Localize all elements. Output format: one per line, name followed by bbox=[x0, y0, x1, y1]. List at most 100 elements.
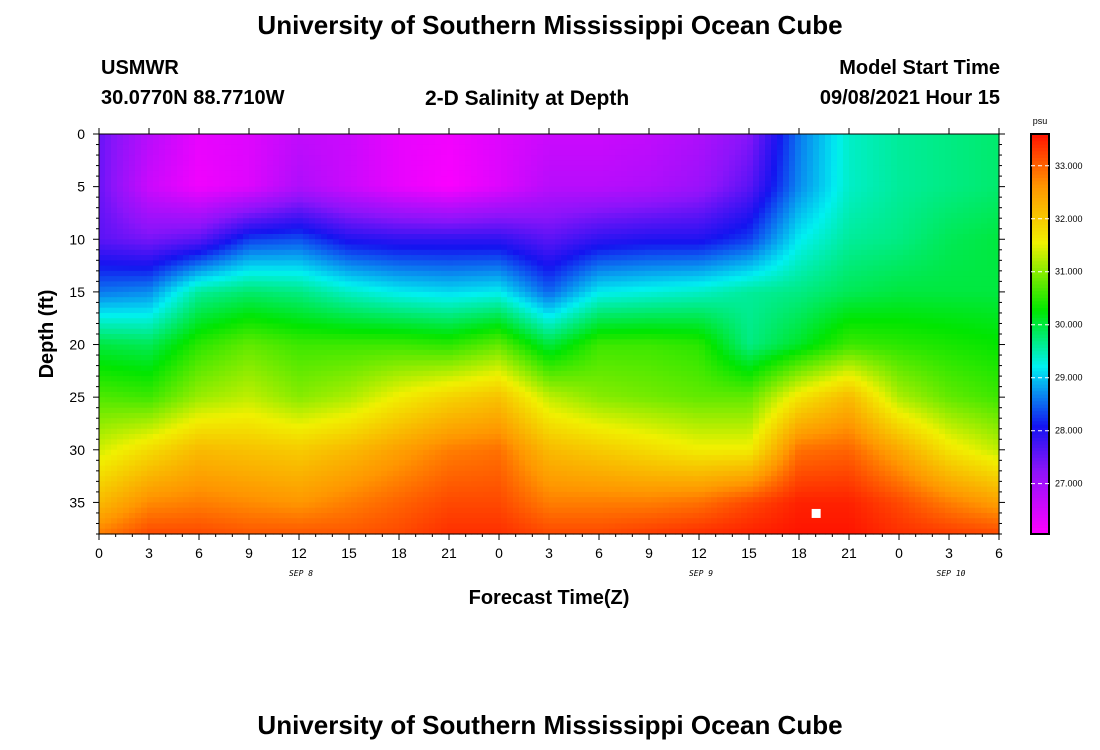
heatmap-cell bbox=[351, 260, 358, 267]
heatmap-cell bbox=[117, 260, 124, 267]
heatmap-cell bbox=[351, 176, 358, 182]
heatmap-cell bbox=[429, 212, 436, 219]
heatmap-cell bbox=[375, 339, 382, 346]
heatmap-cell bbox=[135, 449, 142, 456]
heatmap-cell bbox=[423, 155, 430, 161]
heatmap-cell bbox=[357, 228, 364, 235]
heatmap-cell bbox=[243, 223, 250, 230]
heatmap-cell bbox=[321, 407, 328, 414]
heatmap-cell bbox=[429, 512, 436, 519]
heatmap-cell bbox=[111, 428, 118, 435]
heatmap-cell bbox=[309, 423, 316, 430]
heatmap-cell bbox=[441, 186, 448, 193]
heatmap-cell bbox=[393, 223, 400, 230]
heatmap-cell bbox=[237, 302, 244, 309]
heatmap-cell bbox=[213, 491, 220, 498]
heatmap-cell bbox=[477, 428, 484, 435]
heatmap-cell bbox=[207, 234, 214, 240]
heatmap-cell bbox=[477, 370, 484, 377]
heatmap-cell bbox=[333, 134, 340, 140]
heatmap-cell bbox=[477, 391, 484, 398]
heatmap-cell bbox=[465, 518, 472, 525]
heatmap-cell bbox=[237, 476, 244, 482]
heatmap-cell bbox=[339, 360, 346, 367]
heatmap-cell bbox=[183, 386, 190, 393]
heatmap-cell bbox=[189, 386, 196, 393]
heatmap-cell bbox=[411, 339, 418, 346]
heatmap-cell bbox=[213, 302, 220, 309]
heatmap-cell bbox=[369, 197, 376, 204]
heatmap-cell bbox=[465, 455, 472, 461]
heatmap-cell bbox=[141, 160, 148, 167]
heatmap-cell bbox=[441, 218, 448, 225]
heatmap-cell bbox=[477, 455, 484, 461]
heatmap-cell bbox=[423, 439, 430, 446]
heatmap-cell bbox=[363, 286, 370, 293]
heatmap-cell bbox=[99, 281, 106, 288]
heatmap-cell bbox=[465, 391, 472, 398]
heatmap-cell bbox=[189, 260, 196, 267]
heatmap-cell bbox=[159, 276, 166, 282]
heatmap-cell bbox=[159, 360, 166, 367]
heatmap-cell bbox=[399, 239, 406, 246]
heatmap-cell bbox=[399, 160, 406, 167]
heatmap-cell bbox=[345, 455, 352, 461]
heatmap-cell bbox=[255, 486, 262, 493]
heatmap-cell bbox=[483, 234, 490, 240]
heatmap-cell bbox=[423, 334, 430, 340]
heatmap-cell bbox=[171, 444, 178, 451]
heatmap-cell bbox=[129, 349, 136, 356]
heatmap-cell bbox=[291, 302, 298, 309]
heatmap-cell bbox=[447, 502, 454, 509]
heatmap-cell bbox=[363, 412, 370, 419]
heatmap-cell bbox=[465, 265, 472, 272]
heatmap-cell bbox=[399, 360, 406, 367]
heatmap-cell bbox=[471, 397, 478, 404]
heatmap-cell bbox=[195, 518, 202, 525]
heatmap-cell bbox=[345, 265, 352, 272]
heatmap-cell bbox=[429, 270, 436, 277]
heatmap-cell bbox=[435, 160, 442, 167]
heatmap-cell bbox=[177, 286, 184, 293]
heatmap-cell bbox=[99, 412, 106, 419]
heatmap-cell bbox=[381, 281, 388, 288]
heatmap-cell bbox=[255, 418, 262, 425]
heatmap-cell bbox=[435, 176, 442, 182]
heatmap-cell bbox=[261, 455, 268, 461]
heatmap-cell bbox=[231, 276, 238, 282]
heatmap-cell bbox=[273, 407, 280, 414]
heatmap-cell bbox=[381, 518, 388, 525]
heatmap-cell bbox=[375, 307, 382, 314]
heatmap-cell bbox=[261, 360, 268, 367]
heatmap-cell bbox=[303, 228, 310, 235]
heatmap-cell bbox=[363, 239, 370, 246]
heatmap-cell bbox=[459, 291, 466, 298]
heatmap-cell bbox=[111, 155, 118, 161]
heatmap-cell bbox=[267, 412, 274, 419]
heatmap-cell bbox=[357, 381, 364, 388]
heatmap-cell bbox=[459, 397, 466, 404]
heatmap-cell bbox=[351, 160, 358, 167]
heatmap-cell bbox=[453, 255, 460, 261]
heatmap-cell bbox=[381, 239, 388, 246]
heatmap-cell bbox=[471, 412, 478, 419]
heatmap-cell bbox=[117, 528, 124, 535]
heatmap-cell bbox=[261, 344, 268, 351]
heatmap-cell bbox=[177, 397, 184, 404]
heatmap-cell bbox=[261, 181, 268, 188]
heatmap-cell bbox=[153, 218, 160, 225]
heatmap-cell bbox=[225, 223, 232, 230]
heatmap-cell bbox=[399, 202, 406, 209]
heatmap-cell bbox=[351, 302, 358, 309]
heatmap-cell bbox=[135, 370, 142, 377]
heatmap-cell bbox=[249, 386, 256, 393]
heatmap-cell bbox=[261, 444, 268, 451]
heatmap-cell bbox=[399, 181, 406, 188]
heatmap-cell bbox=[153, 455, 160, 461]
heatmap-cell bbox=[459, 344, 466, 351]
heatmap-cell bbox=[147, 334, 154, 340]
heatmap-cell bbox=[111, 434, 118, 440]
heatmap-cell bbox=[225, 191, 232, 198]
heatmap-cell bbox=[339, 223, 346, 230]
heatmap-cell bbox=[375, 412, 382, 419]
